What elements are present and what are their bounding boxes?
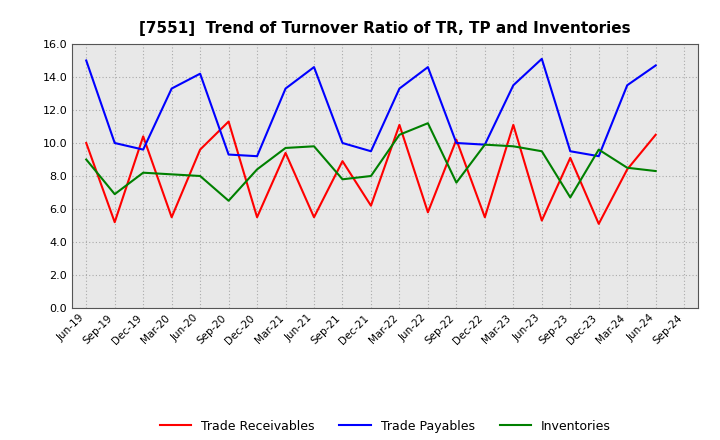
Trade Payables bbox=[139, 147, 148, 152]
Trade Receivables bbox=[110, 220, 119, 225]
Trade Payables bbox=[537, 56, 546, 62]
Trade Payables bbox=[167, 86, 176, 91]
Title: [7551]  Trend of Turnover Ratio of TR, TP and Inventories: [7551] Trend of Turnover Ratio of TR, TP… bbox=[140, 21, 631, 36]
Inventories bbox=[196, 173, 204, 179]
Inventories bbox=[509, 143, 518, 149]
Inventories bbox=[480, 142, 489, 147]
Trade Payables bbox=[196, 71, 204, 76]
Inventories bbox=[282, 145, 290, 150]
Line: Inventories: Inventories bbox=[86, 123, 656, 201]
Trade Receivables bbox=[566, 155, 575, 161]
Trade Receivables bbox=[338, 158, 347, 164]
Line: Trade Payables: Trade Payables bbox=[86, 59, 656, 156]
Trade Receivables bbox=[623, 167, 631, 172]
Trade Payables bbox=[623, 83, 631, 88]
Trade Payables bbox=[509, 83, 518, 88]
Inventories bbox=[338, 176, 347, 182]
Inventories bbox=[595, 147, 603, 152]
Trade Receivables bbox=[196, 147, 204, 152]
Inventories bbox=[566, 195, 575, 200]
Inventories bbox=[225, 198, 233, 203]
Inventories bbox=[652, 169, 660, 174]
Trade Payables bbox=[82, 58, 91, 63]
Line: Trade Receivables: Trade Receivables bbox=[86, 121, 656, 224]
Trade Receivables bbox=[509, 122, 518, 128]
Trade Payables bbox=[566, 149, 575, 154]
Trade Payables bbox=[110, 140, 119, 146]
Trade Receivables bbox=[537, 218, 546, 223]
Trade Receivables bbox=[167, 215, 176, 220]
Inventories bbox=[452, 180, 461, 185]
Trade Payables bbox=[395, 86, 404, 91]
Trade Payables bbox=[366, 149, 375, 154]
Inventories bbox=[395, 132, 404, 137]
Trade Receivables bbox=[82, 140, 91, 146]
Trade Payables bbox=[595, 154, 603, 159]
Trade Payables bbox=[452, 140, 461, 146]
Trade Receivables bbox=[452, 137, 461, 143]
Inventories bbox=[537, 149, 546, 154]
Trade Payables bbox=[310, 64, 318, 70]
Trade Payables bbox=[253, 154, 261, 159]
Inventories bbox=[366, 173, 375, 179]
Inventories bbox=[167, 172, 176, 177]
Trade Receivables bbox=[480, 215, 489, 220]
Trade Payables bbox=[652, 63, 660, 68]
Inventories bbox=[110, 191, 119, 197]
Trade Receivables bbox=[282, 150, 290, 156]
Inventories bbox=[423, 121, 432, 126]
Inventories bbox=[139, 170, 148, 175]
Inventories bbox=[253, 167, 261, 172]
Trade Receivables bbox=[395, 122, 404, 128]
Inventories bbox=[82, 157, 91, 162]
Trade Receivables bbox=[595, 221, 603, 227]
Trade Receivables bbox=[253, 215, 261, 220]
Legend: Trade Receivables, Trade Payables, Inventories: Trade Receivables, Trade Payables, Inven… bbox=[155, 414, 616, 437]
Trade Receivables bbox=[423, 210, 432, 215]
Trade Receivables bbox=[139, 134, 148, 139]
Trade Receivables bbox=[652, 132, 660, 137]
Trade Receivables bbox=[366, 203, 375, 209]
Trade Payables bbox=[338, 140, 347, 146]
Trade Payables bbox=[282, 86, 290, 91]
Trade Payables bbox=[225, 152, 233, 157]
Inventories bbox=[310, 143, 318, 149]
Trade Receivables bbox=[310, 215, 318, 220]
Trade Receivables bbox=[225, 119, 233, 124]
Inventories bbox=[623, 165, 631, 170]
Trade Payables bbox=[480, 142, 489, 147]
Trade Payables bbox=[423, 64, 432, 70]
